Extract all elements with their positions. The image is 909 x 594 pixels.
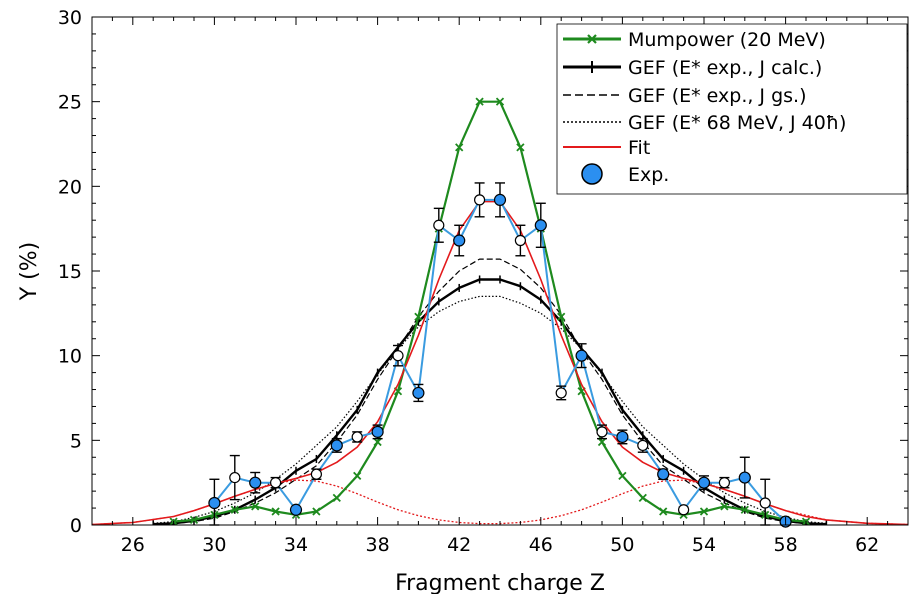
x-marker xyxy=(557,312,566,321)
exp-point-open xyxy=(351,431,363,443)
exp-point-filled xyxy=(616,430,629,444)
x-marker xyxy=(597,437,607,447)
x-marker xyxy=(740,505,749,514)
exp-point-open xyxy=(718,477,731,489)
exp-point-open xyxy=(514,234,527,247)
y-tick-label: 25 xyxy=(58,92,82,114)
x-marker xyxy=(659,507,668,516)
y-tick-label: 30 xyxy=(58,7,82,29)
exp-point-open xyxy=(474,194,486,206)
exp-point-open xyxy=(637,439,649,452)
x-tick-label: 30 xyxy=(202,534,226,556)
x-marker xyxy=(373,437,382,447)
exp-point-filled xyxy=(534,219,547,232)
x-marker xyxy=(475,97,484,106)
x-marker xyxy=(720,502,729,511)
x-tick-label: 34 xyxy=(284,534,308,556)
exp-point-filled xyxy=(289,503,303,516)
x-tick-label: 38 xyxy=(366,534,390,556)
exp-point-open xyxy=(229,471,241,484)
x-marker-icon xyxy=(587,34,597,44)
x-marker xyxy=(638,493,647,503)
exp-point-open xyxy=(596,426,608,438)
exp-marker-icon xyxy=(581,163,603,185)
x-marker xyxy=(495,97,505,106)
exp-point-filled xyxy=(249,476,262,489)
legend-item-gef-68mev: GEF (E* 68 MeV, J 40ħ) xyxy=(563,112,846,134)
legend-label: Mumpower (20 MeV) xyxy=(628,29,826,51)
x-marker xyxy=(353,471,362,481)
legend-item-mumpower: Mumpower (20 MeV) xyxy=(563,29,826,51)
exp-point-open xyxy=(310,468,322,480)
legend-label: GEF (E* 68 MeV, J 40ħ) xyxy=(628,112,846,134)
series-line xyxy=(153,278,827,525)
x-marker xyxy=(699,507,709,516)
y-tick-label: 10 xyxy=(58,346,82,368)
exp-point-filled xyxy=(738,471,751,484)
x-tick-label: 26 xyxy=(121,534,145,556)
x-marker xyxy=(312,507,321,516)
exp-point-open xyxy=(677,504,690,516)
legend-label: Exp. xyxy=(628,164,669,186)
x-marker xyxy=(618,471,627,481)
x-marker xyxy=(271,507,280,516)
experimental-points xyxy=(208,182,792,528)
legend-item-gef-gs: GEF (E* exp., J gs.) xyxy=(563,85,807,107)
y-tick-label: 0 xyxy=(70,515,82,537)
y-tick-label: 20 xyxy=(58,176,82,198)
x-marker xyxy=(414,312,423,321)
exp-point-filled xyxy=(412,386,425,400)
exp-point-open xyxy=(759,497,771,509)
exp-point-filled xyxy=(453,234,466,247)
exp-point-filled xyxy=(330,439,343,452)
exp-point-filled xyxy=(371,425,384,438)
y-axis-title: Y (%) xyxy=(17,242,42,302)
y-tick-label: 15 xyxy=(58,261,82,283)
legend-item-gef-calc: GEF (E* exp., J calc.) xyxy=(563,57,822,79)
exp-point-open xyxy=(433,219,445,231)
x-tick-label: 62 xyxy=(855,534,879,556)
series-line xyxy=(153,258,827,525)
x-marker xyxy=(332,493,341,503)
legend-item-exp: Exp. xyxy=(581,163,669,186)
exp-point-filled xyxy=(493,193,507,206)
exp-point-open xyxy=(555,387,567,399)
x-tick-label: 42 xyxy=(447,534,471,556)
legend-item-fit: Fit xyxy=(563,137,650,159)
x-tick-label: 58 xyxy=(774,534,798,556)
series-line xyxy=(173,100,807,523)
x-tick-label: 54 xyxy=(692,534,716,556)
x-axis-title: Fragment charge Z xyxy=(395,571,605,594)
x-marker xyxy=(230,505,239,514)
x-tick-label: 50 xyxy=(610,534,634,556)
legend: Mumpower (20 MeV) GEF (E* exp., J calc.)… xyxy=(556,23,908,195)
axes: 26 30 34 38 42 46 50 54 58 62 0 5 10 15 20 25 30 xyxy=(58,7,909,556)
legend-label: Fit xyxy=(628,137,650,159)
series-gef-e-exp-j-gs- xyxy=(153,258,827,525)
exp-point-filled xyxy=(657,468,670,481)
x-tick-label: 46 xyxy=(529,534,553,556)
y-tick-label: 5 xyxy=(70,430,82,452)
x-marker xyxy=(189,515,199,525)
legend-label: GEF (E* exp., J gs.) xyxy=(628,85,807,107)
legend-box xyxy=(556,23,908,195)
exp-point-open xyxy=(392,350,404,362)
x-marker xyxy=(455,143,464,152)
exp-point-open xyxy=(270,477,282,489)
x-marker xyxy=(516,143,525,152)
x-marker xyxy=(251,502,260,511)
exp-point-filled xyxy=(575,349,588,362)
exp-point-filled xyxy=(697,476,711,489)
exp-point-filled xyxy=(208,496,221,510)
legend-label: GEF (E* exp., J calc.) xyxy=(628,57,822,79)
